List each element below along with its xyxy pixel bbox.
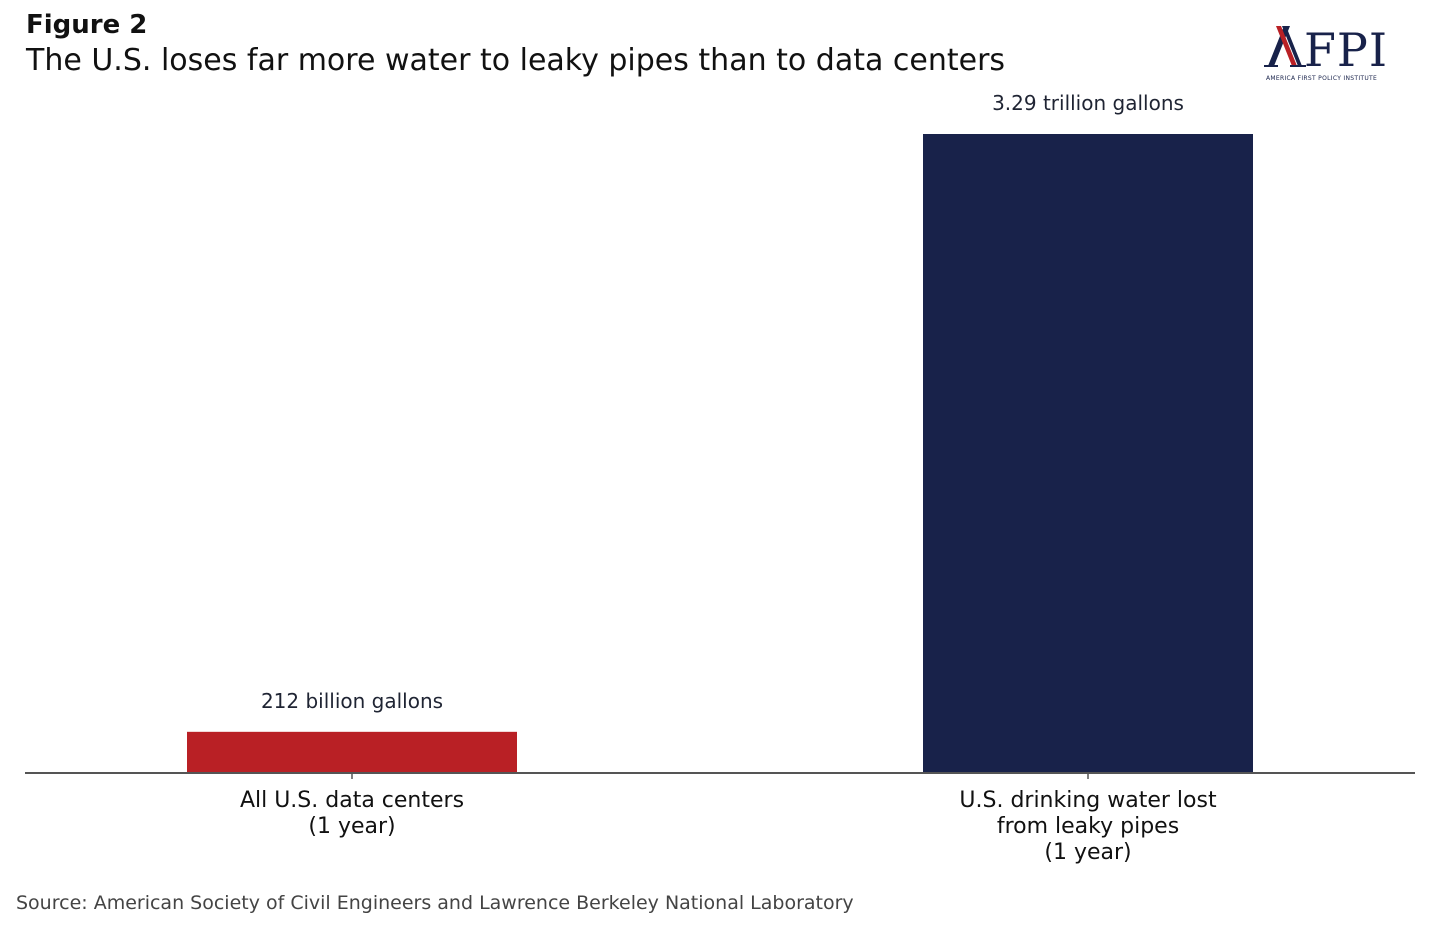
logo-a-mark (1264, 26, 1306, 67)
x-tick-label-line: (1 year) (1044, 840, 1131, 865)
x-tick-label-line: (1 year) (308, 814, 395, 839)
afpi-logo: FPI AMERICA FIRST POLICY INSTITUTE (1262, 20, 1407, 84)
x-tick-label: All U.S. data centers (1 year) (240, 788, 464, 839)
bar-1 (187, 731, 517, 773)
data-label: 212 billion gallons (261, 689, 443, 713)
x-tick-label-line: U.S. drinking water lost (959, 788, 1217, 813)
x-tick-label-line: All U.S. data centers (240, 788, 464, 813)
source-note: Source: American Society of Civil Engine… (16, 892, 854, 914)
bar-chart: 212 billion gallons All U.S. data centers… (25, 91, 1415, 865)
chart-title: The U.S. loses far more water to leaky p… (26, 43, 1006, 78)
bar-2 (923, 134, 1253, 773)
logo-wordmark: FPI (1304, 23, 1388, 77)
data-label: 3.29 trillion gallons (992, 91, 1184, 115)
x-tick-label: U.S. drinking water lost from leaky pipes… (959, 788, 1217, 865)
figure-label: Figure 2 (26, 10, 148, 40)
logo-tagline: AMERICA FIRST POLICY INSTITUTE (1266, 75, 1377, 82)
x-tick-label-line: from leaky pipes (997, 814, 1179, 839)
